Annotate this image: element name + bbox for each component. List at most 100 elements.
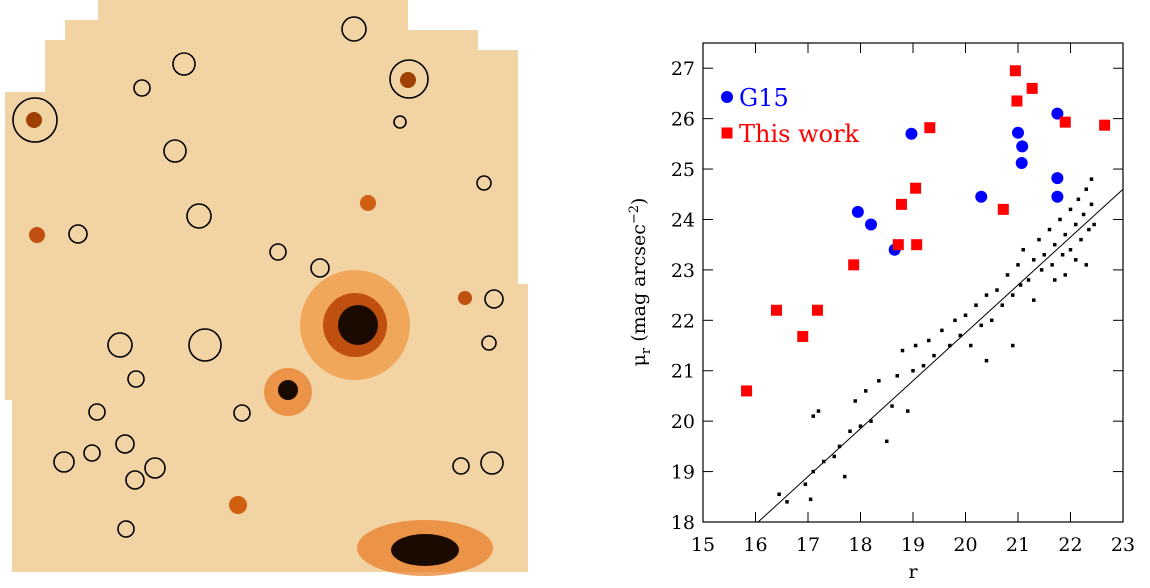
point [1053, 278, 1057, 282]
point [1011, 293, 1015, 297]
point [895, 198, 907, 210]
point [1021, 247, 1025, 252]
y-tick-label: 19 [671, 462, 695, 484]
point [953, 318, 957, 323]
point [1018, 283, 1023, 287]
y-tick-label: 18 [671, 512, 695, 534]
point [1047, 227, 1052, 232]
point [1005, 273, 1010, 277]
point [1016, 263, 1020, 267]
y-axis-label: μr (mag arcsec−2) [627, 198, 654, 367]
point [869, 419, 873, 423]
point [995, 288, 999, 292]
point [1089, 177, 1094, 181]
point [777, 492, 781, 497]
point [865, 218, 877, 231]
point [906, 409, 910, 413]
point [974, 303, 978, 307]
point [969, 343, 973, 348]
point [932, 353, 936, 358]
y-tick-label: 23 [671, 260, 695, 282]
x-tick-label: 15 [691, 534, 715, 556]
point [1039, 268, 1044, 272]
point [832, 454, 836, 459]
point [1084, 187, 1088, 191]
point [927, 338, 931, 343]
y-tick-label: 21 [671, 361, 695, 383]
point [811, 304, 823, 316]
point [877, 379, 881, 383]
legend-label: This work [739, 120, 860, 148]
point [910, 182, 922, 194]
x-tick-label: 19 [901, 534, 925, 556]
image-field [5, 0, 528, 572]
point [948, 343, 952, 348]
point [1063, 232, 1067, 237]
sky-image [5, 0, 528, 576]
point [811, 469, 815, 474]
point [890, 404, 894, 408]
legend-marker [721, 91, 733, 103]
point [913, 343, 918, 348]
x-tick-label: 20 [953, 534, 977, 556]
point [1032, 298, 1036, 302]
point [1051, 107, 1064, 120]
point [1026, 278, 1031, 282]
point [1058, 217, 1062, 222]
point [979, 323, 983, 328]
point [1032, 258, 1036, 262]
y-tick-label: 27 [671, 58, 695, 80]
point [1084, 263, 1088, 267]
point [984, 293, 989, 297]
point [1076, 197, 1081, 202]
point [1092, 222, 1096, 227]
legend-label: G15 [739, 84, 789, 112]
point [892, 239, 904, 251]
x-tick-label: 23 [1111, 534, 1135, 556]
point [1081, 212, 1086, 217]
point [1012, 126, 1024, 139]
point [811, 414, 815, 418]
point [797, 330, 809, 342]
point [990, 318, 994, 323]
point [911, 239, 923, 251]
point [816, 409, 821, 413]
point [1087, 227, 1091, 232]
point [1009, 65, 1021, 77]
point [1059, 116, 1071, 128]
point [1063, 273, 1067, 277]
point [924, 122, 936, 134]
point [858, 424, 863, 428]
point [822, 459, 826, 464]
point [1074, 258, 1078, 262]
x-tick-label: 17 [796, 534, 820, 556]
point [1051, 190, 1064, 203]
x-tick-label: 18 [848, 534, 872, 556]
point [940, 328, 944, 333]
point [885, 439, 889, 444]
point [785, 500, 789, 504]
point [1011, 343, 1015, 348]
point [848, 429, 852, 433]
point [1011, 95, 1023, 107]
point [1060, 253, 1065, 257]
point [837, 444, 842, 449]
y-tick-label: 20 [671, 411, 695, 433]
point [741, 385, 753, 397]
point [1042, 253, 1046, 257]
point [963, 313, 968, 318]
point [864, 389, 868, 393]
point [851, 205, 864, 218]
point [843, 474, 847, 479]
y-tick-label: 26 [671, 109, 695, 131]
point [808, 497, 813, 502]
point [803, 482, 808, 486]
point [1015, 157, 1028, 170]
point [911, 368, 915, 373]
point [1016, 140, 1029, 153]
point [905, 127, 918, 140]
y-tick-label: 22 [671, 310, 695, 332]
point [1053, 242, 1057, 247]
point [771, 304, 782, 316]
x-axis-label: r [908, 561, 918, 583]
